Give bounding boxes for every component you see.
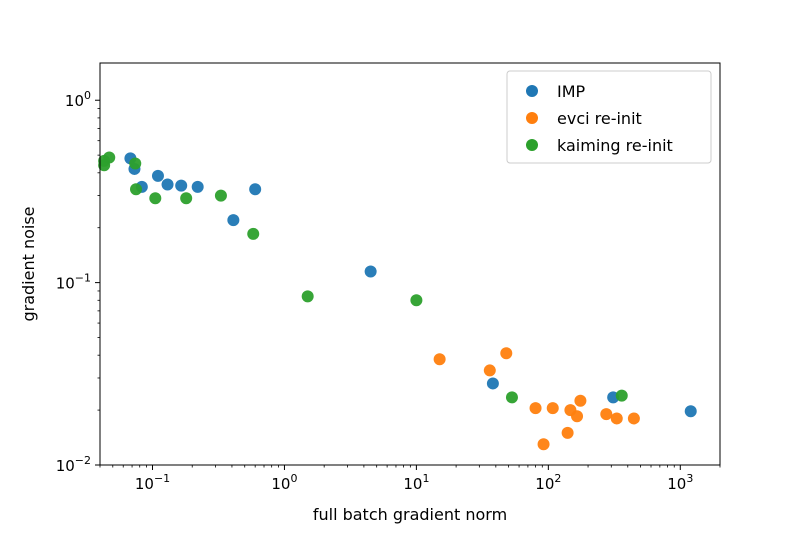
point-imp-12: [684, 405, 697, 418]
point-evci-re-init-10: [600, 408, 613, 421]
point-imp-8: [249, 183, 262, 196]
y-tick-label: 100: [65, 89, 91, 110]
legend-marker: [526, 85, 538, 97]
point-kaiming-re-init-5: [149, 192, 162, 205]
legend-marker: [526, 112, 538, 124]
point-kaiming-re-init-2: [103, 151, 116, 164]
point-kaiming-re-init-4: [130, 183, 143, 196]
x-axis-label: full batch gradient norm: [313, 505, 507, 524]
point-imp-6: [191, 180, 204, 193]
point-kaiming-re-init-8: [247, 227, 260, 240]
point-kaiming-re-init-6: [180, 192, 193, 205]
point-kaiming-re-init-10: [410, 294, 423, 307]
point-imp-4: [161, 178, 174, 191]
point-kaiming-re-init-7: [214, 189, 227, 202]
point-evci-re-init-9: [574, 394, 587, 407]
x-tick-label: 103: [667, 472, 693, 493]
point-evci-re-init-5: [546, 402, 559, 415]
y-tick-label: 10−1: [56, 272, 91, 293]
legend-label: IMP: [557, 82, 586, 101]
point-evci-re-init-3: [529, 402, 542, 415]
legend-label: evci re-init: [557, 109, 642, 128]
point-imp-7: [227, 214, 240, 227]
point-kaiming-re-init-12: [615, 389, 628, 402]
x-tick-label: 102: [535, 472, 561, 493]
point-evci-re-init-0: [433, 353, 446, 366]
points-layer: [98, 151, 697, 451]
legend-label: kaiming re-init: [557, 136, 673, 155]
x-tick-label: 101: [403, 472, 429, 493]
legend-box: [506, 70, 712, 164]
y-axis-label: gradient noise: [19, 206, 38, 321]
x-tick-label: 100: [271, 472, 297, 493]
point-imp-10: [486, 377, 499, 390]
x-tick-label: 10−1: [135, 472, 170, 493]
point-kaiming-re-init-3: [129, 157, 142, 170]
point-imp-3: [151, 169, 164, 182]
point-evci-re-init-8: [571, 410, 584, 423]
point-evci-re-init-11: [610, 412, 623, 425]
point-imp-9: [364, 265, 377, 278]
point-evci-re-init-1: [483, 364, 496, 377]
x-axis: 10−1 100 101 102 103: [99, 465, 721, 493]
y-tick-label: 10−2: [56, 454, 91, 475]
point-imp-5: [175, 179, 188, 192]
y-axis: 10−2 10−1 100: [56, 89, 100, 475]
point-evci-re-init-4: [537, 438, 550, 451]
point-evci-re-init-6: [561, 426, 574, 439]
point-evci-re-init-2: [500, 347, 513, 360]
legend-marker: [526, 139, 538, 151]
point-kaiming-re-init-9: [301, 290, 314, 303]
legend: IMP evci re-init kaiming re-init: [506, 70, 712, 164]
point-evci-re-init-12: [627, 412, 640, 425]
point-kaiming-re-init-11: [505, 391, 518, 404]
